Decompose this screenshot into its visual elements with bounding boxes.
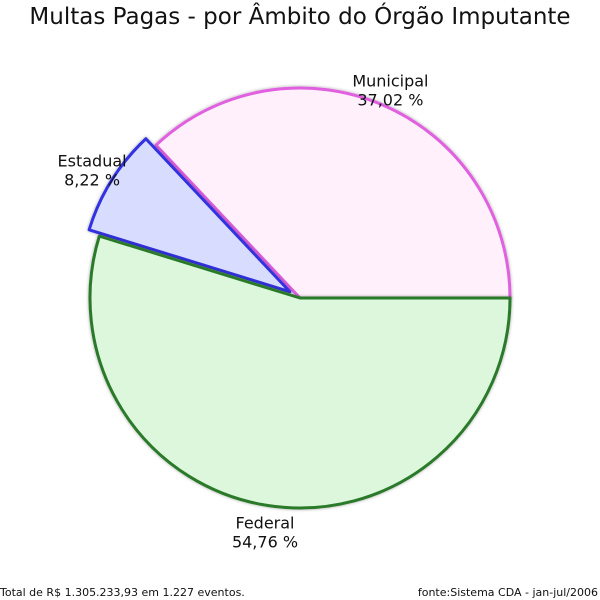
total-footnote: Total de R$ 1.305.233,93 em 1.227 evento… <box>0 586 245 599</box>
pie-slice-municipal <box>154 86 512 300</box>
slice-name-label: Estadual <box>58 151 127 170</box>
slice-percent-label: 8,22 % <box>64 170 120 189</box>
pie-slice-estadual <box>87 137 292 294</box>
chart-title: Multas Pagas - por Âmbito do Órgão Imput… <box>29 4 571 30</box>
source-footnote: fonte:Sistema CDA - jan-jul/2006 <box>417 586 598 599</box>
slice-name-label: Federal <box>235 513 294 532</box>
slice-name-label: Municipal <box>352 72 428 91</box>
slice-percent-label: 37,02 % <box>357 91 423 110</box>
slice-percent-label: 54,76 % <box>232 532 298 551</box>
pie-slice-federal <box>88 234 512 510</box>
